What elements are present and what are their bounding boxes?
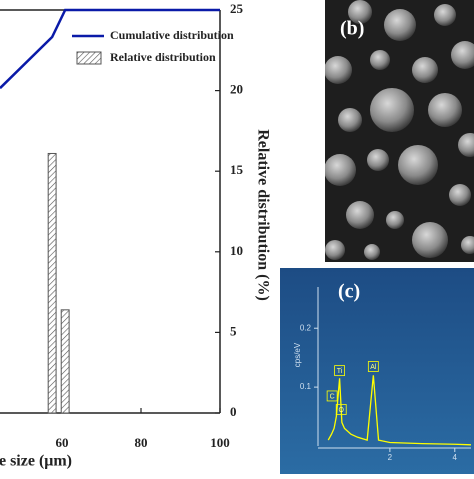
peak-label: Ti	[337, 368, 343, 375]
sem-image	[325, 0, 474, 262]
x-tick-label: 4	[453, 453, 458, 462]
x-axis-label: Particle size (μm)	[0, 453, 72, 470]
y-tick-label: 20	[230, 82, 243, 97]
y-tick-label: 15	[230, 162, 244, 177]
peak-label-box	[334, 365, 346, 377]
eds-panel	[280, 268, 474, 474]
y-tick-label: 0.1	[300, 382, 312, 391]
x-tick-label: 80	[135, 435, 148, 450]
y-tick-label: 5	[230, 323, 237, 338]
x-tick-label: 100	[210, 435, 230, 450]
y-axis-label: cps/eV	[293, 342, 302, 367]
panel-label: (c)	[338, 281, 360, 303]
y-tick-label: 0	[230, 404, 237, 419]
legend-label: Cumulative distribution	[110, 28, 234, 42]
y-tick-label: 10	[230, 243, 243, 258]
x-tick-label: 2	[388, 453, 393, 462]
x-tick-label: 60	[56, 435, 69, 450]
peak-label: C	[330, 393, 335, 400]
cumulative-line	[0, 8, 220, 90]
peak-label: Al	[370, 364, 377, 371]
spectrum	[327, 375, 472, 446]
bar	[47, 152, 57, 414]
peak-label: O	[338, 407, 344, 414]
peak-label-box	[326, 390, 338, 402]
bar	[60, 309, 70, 414]
y-axis-label: Relative distribution (%)	[254, 129, 271, 301]
legend-label: Relative distribution	[110, 50, 216, 64]
legend-swatch	[76, 51, 102, 65]
peak-label-box	[367, 361, 379, 372]
y-tick-label: 0.2	[300, 323, 312, 332]
peak-label-box	[335, 404, 347, 415]
panel-label: (b)	[340, 18, 364, 40]
y-tick-label: 25	[230, 1, 244, 16]
